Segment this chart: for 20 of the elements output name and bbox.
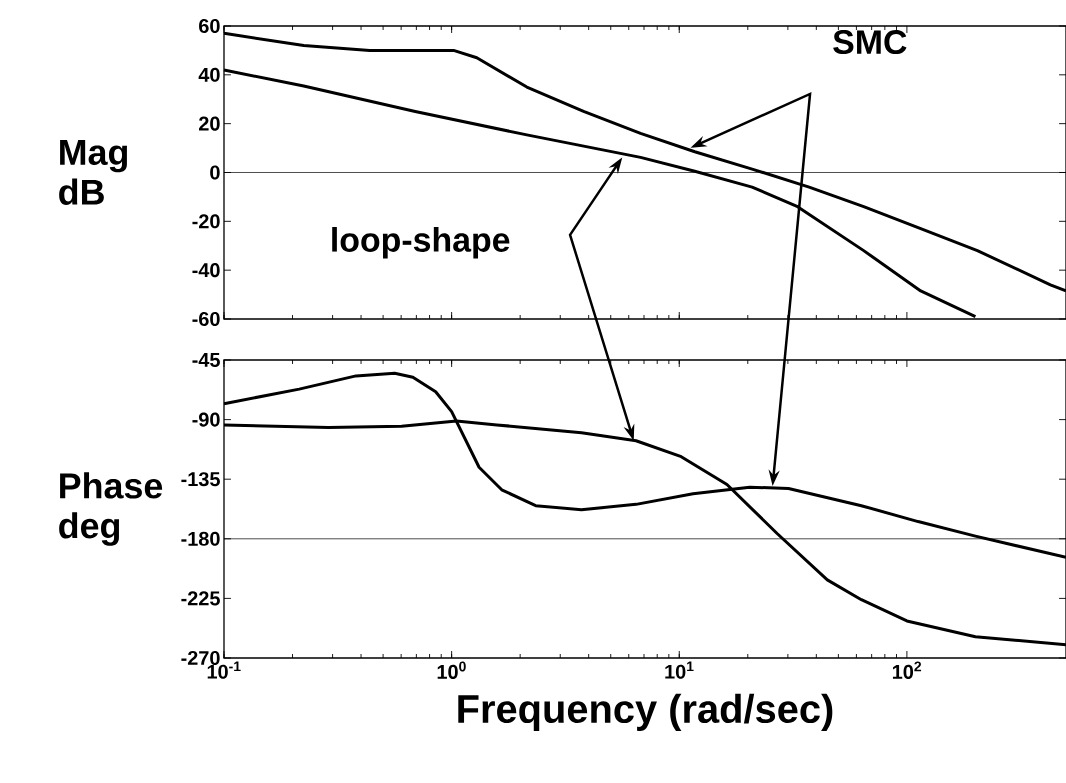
x-tick-label: 10$^{2}$: [892, 661, 922, 679]
x-tick-label: 10$^{0}$: [437, 661, 466, 679]
y-axis-title: Mag dB: [59, 140, 127, 205]
y-tick-label: -40: [192, 263, 220, 278]
y-tick-label: -135: [181, 472, 220, 487]
annotation: loop-shape: [332, 227, 510, 259]
y-tick-label: -60: [192, 311, 220, 327]
y-tick-label: -180: [181, 531, 220, 546]
y-tick-label: 20: [199, 116, 220, 131]
y-tick-label: -90: [192, 412, 220, 427]
annotation: SMC: [833, 30, 907, 55]
y-tick-label: 0: [210, 165, 220, 180]
y-tick-label: 60: [199, 18, 220, 34]
y-axis-title: Phase deg: [59, 472, 163, 546]
y-tick-label: 40: [198, 67, 220, 82]
x-axis-title: Frequency (rad/sec): [458, 693, 833, 731]
x-tick-label: 10$^{1}$: [665, 661, 694, 679]
y-tick-label: -20: [192, 214, 220, 229]
y-tick-label: -225: [181, 591, 220, 606]
y-tick-label: -45: [192, 353, 220, 367]
